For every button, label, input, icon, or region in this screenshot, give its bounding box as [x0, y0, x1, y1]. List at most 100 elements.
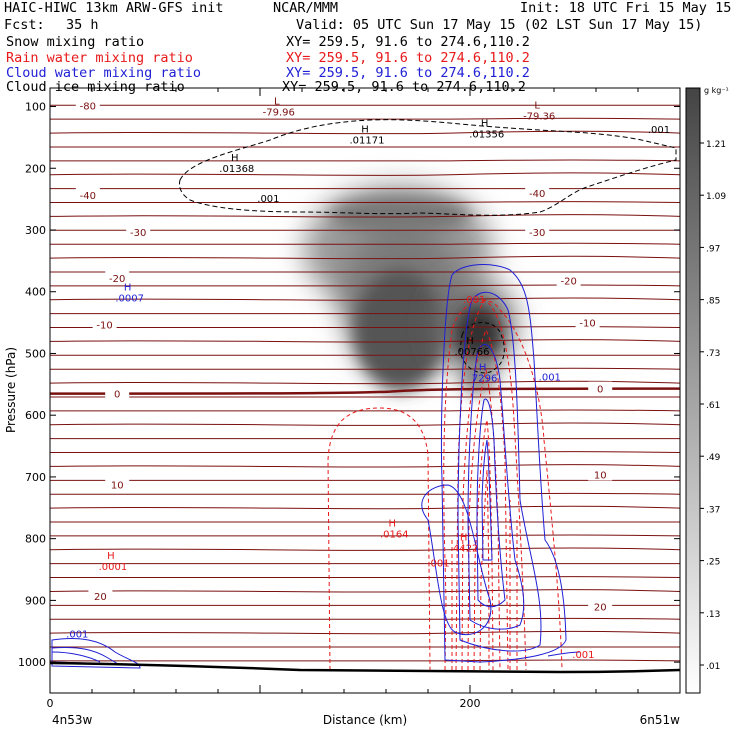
x-axis-label: Distance (km) — [323, 713, 407, 727]
model-title: HAIC-HIWC 13km ARW-GFS init — [4, 0, 224, 16]
field-xy-cloud-ice: XY= 259.5, 91.6 to 274.6,110.2 — [282, 79, 526, 95]
extremum-value: .0164 — [380, 529, 409, 540]
colorbar-label: .49 — [706, 453, 721, 463]
colorbar-label: .25 — [706, 558, 720, 568]
contour-value-label: .001 — [463, 295, 485, 306]
temperature-label: -80 — [80, 101, 96, 112]
label-background — [556, 273, 581, 287]
temperature-isotherm — [50, 589, 680, 593]
label-background — [105, 271, 130, 285]
extremum-value: .01368 — [219, 164, 254, 175]
field-xy-cloud-water: XY= 259.5, 91.6 to 274.6,110.2 — [286, 65, 530, 81]
cloud-ice-core-contour — [459, 322, 505, 374]
label-background — [588, 599, 613, 613]
colorbar-label: .73 — [706, 349, 720, 359]
contour-value-label: .001 — [648, 125, 670, 136]
org-label: NCAR/MMM — [273, 0, 339, 16]
label-background — [588, 381, 613, 395]
label-background — [75, 98, 100, 112]
label-background — [525, 185, 550, 199]
label-background — [75, 187, 100, 201]
colorbar-label: .37 — [706, 505, 720, 515]
valid-time: Valid: 05 UTC Sun 17 May 15 (02 LST Sun … — [296, 17, 703, 33]
y-tick-label: 300 — [25, 224, 46, 237]
plot-frame — [49, 87, 681, 694]
temperature-label: 10 — [111, 480, 124, 491]
temperature-isotherm — [50, 159, 680, 162]
extremum-value: .01171 — [350, 135, 385, 146]
extremum-mark: H — [107, 551, 115, 562]
colorbar-label: .01 — [706, 662, 720, 672]
temperature-isotherm — [50, 284, 680, 287]
temperature-isotherm — [50, 492, 680, 496]
temperature-isotherm — [50, 409, 680, 412]
y-tick-label: 200 — [25, 162, 46, 175]
extremum-value: -79.96 — [263, 108, 295, 119]
cloud-ice-contour — [179, 119, 677, 216]
right-location: 6n51w — [640, 713, 681, 727]
extremum-value: .0001 — [99, 562, 128, 573]
extremum-value: .01356 — [469, 129, 504, 140]
field-xy-rain: XY= 259.5, 91.6 to 274.6,110.2 — [286, 50, 530, 66]
extremum-value: 4422 — [453, 544, 478, 555]
colorbar-label: .61 — [706, 401, 720, 411]
extremum-value: 7296 — [472, 374, 497, 385]
y-tick-label: 700 — [25, 471, 46, 484]
temperature-isotherm — [50, 172, 680, 176]
label-background — [105, 477, 130, 491]
temperature-isotherm — [50, 339, 680, 343]
temperature-isotherm — [50, 326, 680, 329]
temperature-label: -30 — [529, 228, 545, 239]
temperature-isotherm — [50, 534, 680, 537]
temperature-isotherm — [50, 659, 680, 662]
label-background — [105, 386, 130, 400]
colorbar-unit: g kg⁻¹ — [704, 86, 729, 95]
extremum-mark: H — [466, 336, 474, 347]
temperature-isotherm — [50, 201, 680, 204]
field-name-cloud-ice: Cloud ice mixing ratio — [6, 79, 185, 95]
x-tick-label: 0 — [47, 697, 54, 710]
colorbar-label: 1.09 — [706, 192, 726, 202]
temperature-label: -20 — [109, 274, 125, 285]
colorbar: 1.21 1.09 .97 .85 .73 .61 .49 .37 .25 .13 .01 — [685, 87, 726, 694]
temperature-label: 20 — [94, 592, 107, 603]
contour-value-label: .001 — [572, 650, 594, 661]
temperature-isotherm — [50, 117, 680, 121]
label-background — [575, 315, 600, 329]
temperature-labels: -80 -40 -40 -30 -30 -20 -20 -10 -10 0 0 10 10 20 20 — [75, 98, 613, 614]
extremum-mark: L — [534, 100, 540, 111]
colorbar-label: 1.21 — [706, 140, 726, 150]
temperature-isotherm — [50, 422, 680, 426]
contour-value-label: .001 — [539, 373, 561, 384]
init-time: Init: 18 UTC Fri 15 May 15 — [520, 0, 732, 16]
temperature-isotherm — [50, 547, 680, 551]
contour-value-label: .001 — [257, 194, 279, 205]
temperature-label: 20 — [594, 603, 607, 614]
x-tick-label: 200 — [460, 697, 481, 710]
extremum-mark: H — [481, 118, 489, 129]
temperature-isotherm — [50, 380, 680, 385]
terrain-line — [50, 661, 680, 674]
extremum-mark: H — [389, 518, 397, 529]
temperature-isotherm — [50, 255, 680, 260]
label-background — [525, 224, 550, 238]
temperature-label: -40 — [529, 189, 545, 200]
extremum-mark: H — [479, 363, 487, 374]
extremum-mark: H — [460, 533, 468, 544]
extrema-labels: L-79.96L-79.36H.01171H.01356H.01368H.000… — [99, 97, 556, 573]
label-background — [126, 224, 151, 238]
y-axis-label: Pressure (hPa) — [4, 347, 18, 433]
colorbar-label: .97 — [706, 244, 720, 254]
temperature-isotherm — [50, 297, 680, 301]
freezing-level-line — [50, 387, 680, 395]
extremum-mark: H — [361, 124, 369, 135]
forecast-label: Fcst: — [4, 17, 45, 33]
temperature-label: 0 — [114, 390, 120, 401]
label-background — [92, 317, 117, 331]
y-tick-label: 800 — [25, 533, 46, 546]
temperature-isotherm — [50, 630, 680, 635]
temperature-label: -10 — [96, 320, 112, 331]
temperature-isotherm — [50, 130, 680, 135]
